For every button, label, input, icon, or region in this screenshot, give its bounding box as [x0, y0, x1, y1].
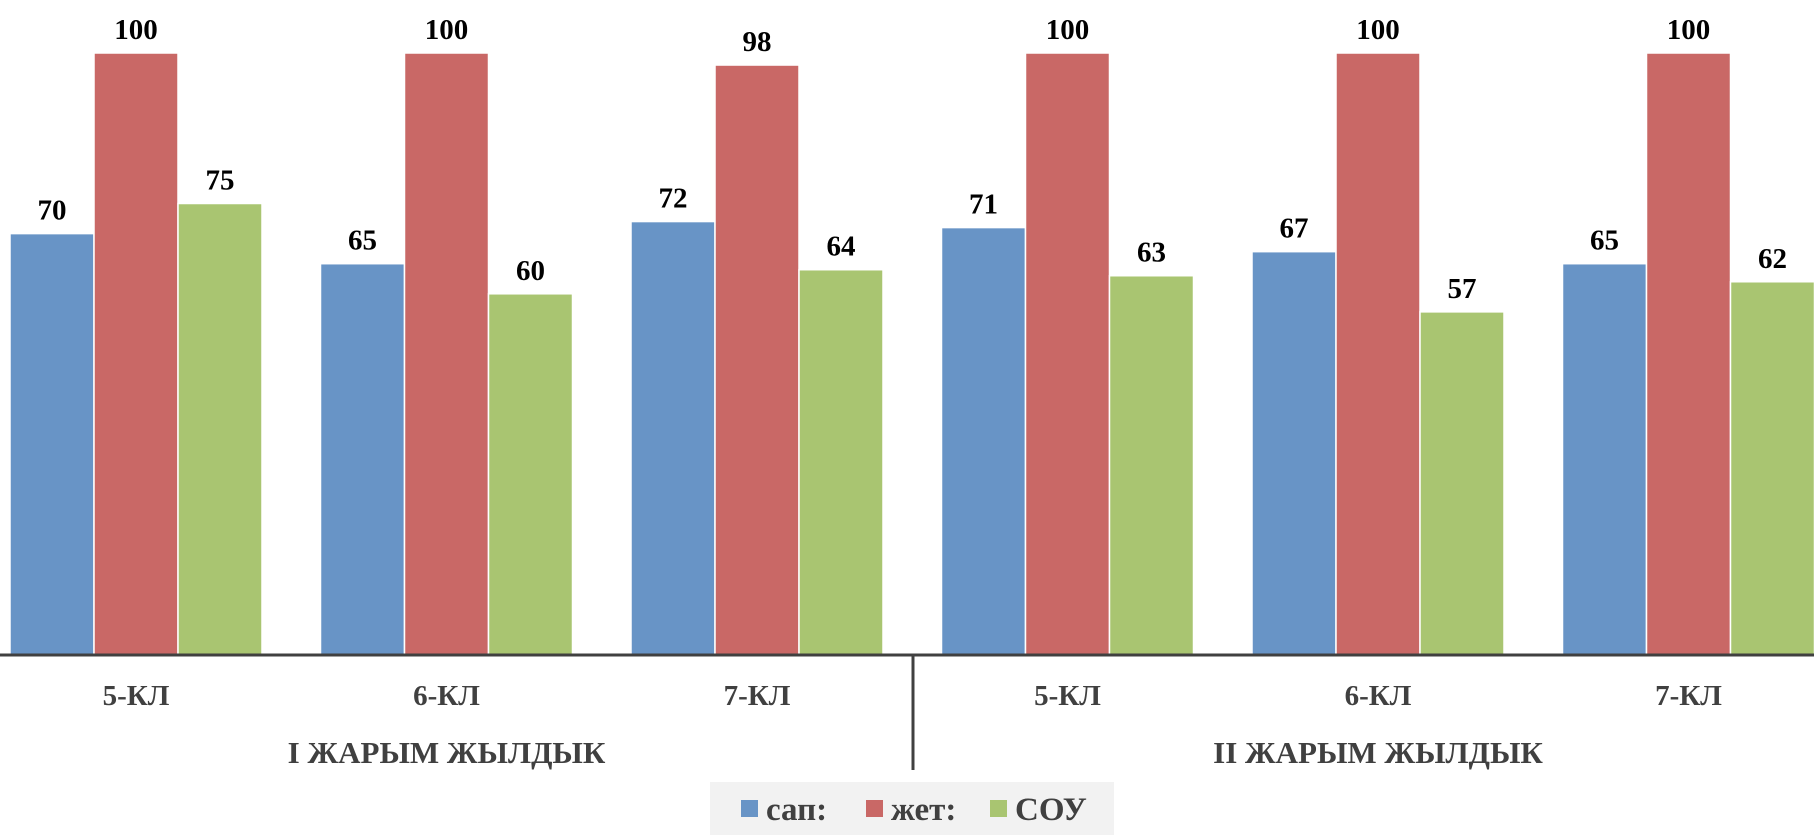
group-labels-layer: I ЖАРЫМ ЖЫЛДЫК II ЖАРЫМ ЖЫЛДЫК	[288, 735, 1544, 770]
data-label: 67	[1280, 213, 1309, 245]
legend-swatch-zhet	[866, 800, 883, 817]
bar-zhet-5	[1645, 52, 1732, 656]
category-label: 6-КЛ	[413, 680, 480, 712]
category-label: 7-КЛ	[1655, 680, 1722, 712]
bar-sap-5	[1561, 262, 1648, 656]
bar-sou-1	[487, 293, 574, 656]
category-labels-layer: 5-КЛ 6-КЛ 7-КЛ 5-КЛ 6-КЛ 7-КЛ	[103, 680, 1723, 712]
bar-sap-4	[1251, 250, 1337, 656]
legend: сап: жет: СОУ	[710, 782, 1114, 835]
bar-zhet-0	[93, 52, 179, 656]
data-label: 100	[1046, 14, 1090, 46]
data-label: 100	[1667, 14, 1711, 46]
category-label: 5-КЛ	[1034, 680, 1101, 712]
category-label: 5-КЛ	[103, 680, 170, 712]
bars-layer	[9, 52, 1814, 656]
bar-zhet-4	[1335, 52, 1421, 656]
data-label: 98	[743, 26, 772, 58]
legend-label-zhet: жет:	[891, 792, 956, 828]
legend-background	[710, 782, 1114, 835]
bar-sap-2	[630, 220, 716, 656]
data-label: 63	[1137, 237, 1166, 269]
category-label: 6-КЛ	[1345, 680, 1412, 712]
data-label: 72	[659, 183, 688, 215]
legend-label-sou: СОУ	[1015, 792, 1087, 828]
data-label: 60	[516, 255, 545, 287]
bar-zhet-1	[403, 52, 490, 656]
legend-swatch-sap	[741, 800, 758, 817]
bar-sou-4	[1419, 311, 1505, 656]
data-label: 71	[969, 189, 998, 221]
bar-sou-5	[1729, 281, 1814, 656]
bar-zhet-3	[1024, 52, 1111, 656]
legend-label-sap: сап:	[766, 792, 827, 828]
data-label: 65	[348, 225, 377, 257]
data-label: 65	[1590, 225, 1619, 257]
data-label: 62	[1758, 243, 1787, 275]
group-label: II ЖАРЫМ ЖЫЛДЫК	[1213, 735, 1543, 770]
data-labels-layer: 70 100 75 65 100 60 72 98 64 71 100 63 67 100 57 65 100 6…	[38, 14, 1788, 305]
data-label: 100	[1356, 14, 1400, 46]
legend-swatch-sou	[990, 800, 1007, 817]
bar-sou-3	[1108, 274, 1195, 656]
bar-sou-0	[177, 202, 263, 656]
group-label: I ЖАРЫМ ЖЫЛДЫК	[288, 735, 606, 770]
data-label: 100	[114, 14, 158, 46]
bar-zhet-2	[714, 64, 800, 656]
data-label: 100	[425, 14, 469, 46]
bar-sap-3	[940, 226, 1027, 656]
data-label: 64	[827, 231, 856, 263]
category-label: 7-КЛ	[724, 680, 791, 712]
data-label: 75	[206, 165, 235, 197]
bar-sou-2	[798, 268, 884, 656]
bar-sap-0	[9, 232, 95, 656]
data-label: 70	[38, 195, 67, 227]
bar-sap-1	[319, 262, 406, 656]
data-label: 57	[1448, 273, 1477, 305]
